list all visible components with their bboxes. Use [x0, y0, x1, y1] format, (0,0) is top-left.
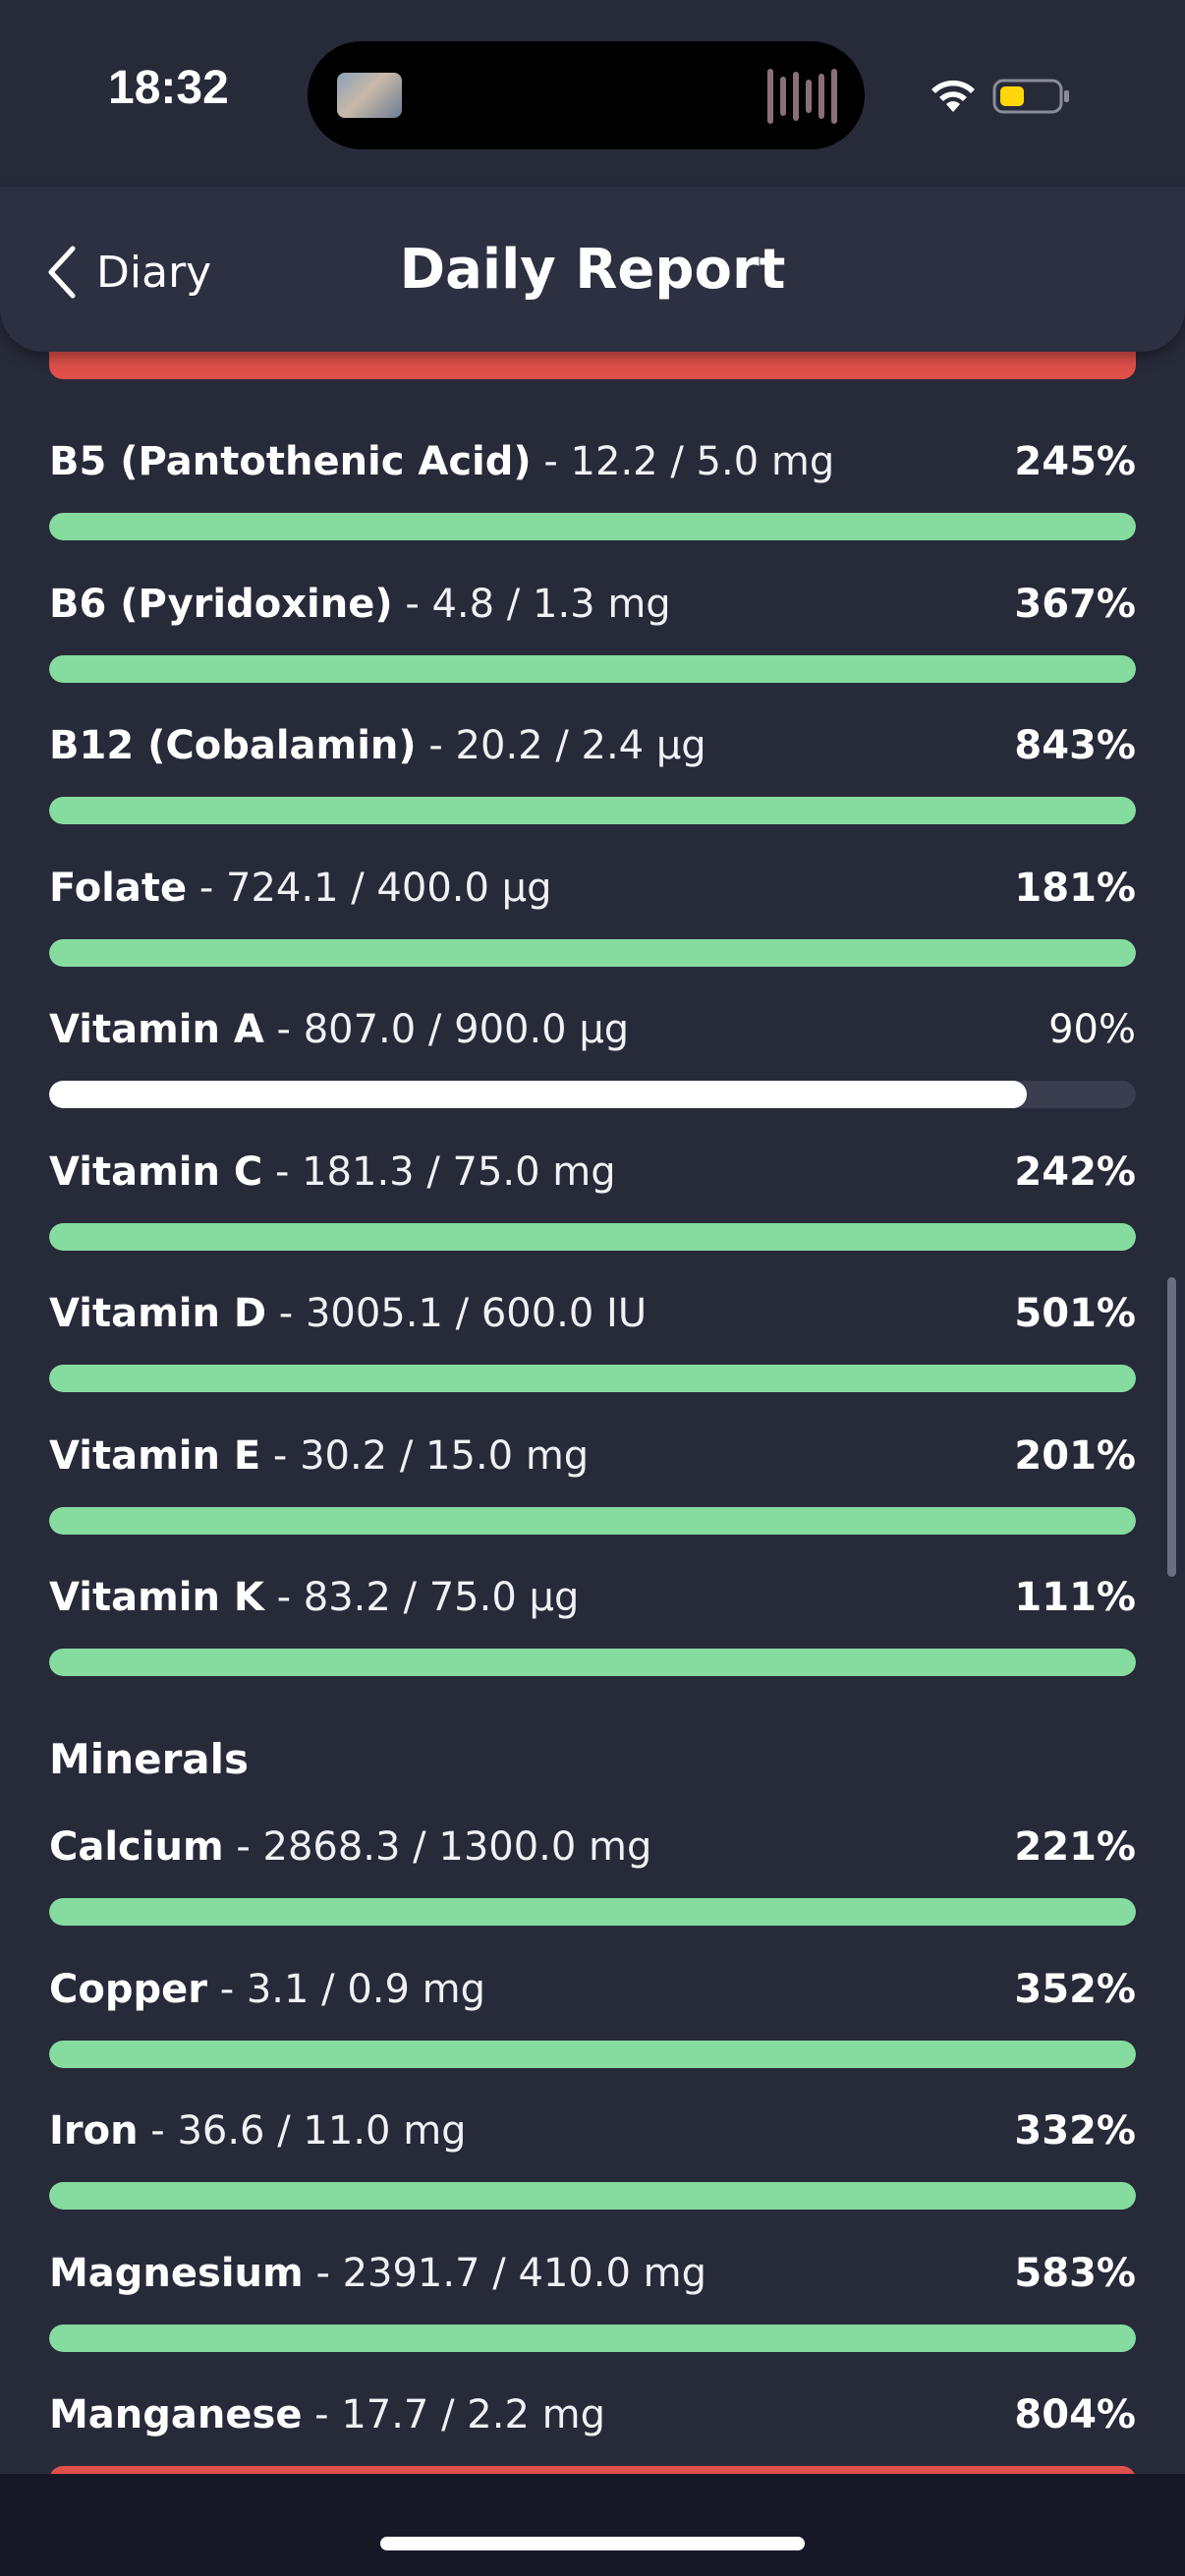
progress-track [49, 1649, 1136, 1676]
nutrient-amount: - 20.2 / 2.4 µg [428, 723, 706, 768]
nutrient-amount: - 12.2 / 5.0 mg [543, 439, 835, 484]
nutrient-percent: 242% [1014, 1149, 1136, 1195]
nutrient-row[interactable]: Vitamin A - 807.0 / 900.0 µg 90% [49, 1000, 1136, 1108]
progress-fill [49, 513, 1136, 540]
nutrient-name: B6 (Pyridoxine) [49, 582, 393, 627]
nutrient-name: B12 (Cobalamin) [49, 723, 417, 768]
progress-track [49, 1223, 1136, 1251]
nutrient-percent: 181% [1014, 866, 1136, 911]
nutrient-percent: 201% [1014, 1433, 1136, 1479]
nutrient-name: Iron [49, 2108, 139, 2154]
nutrient-row[interactable]: Folate - 724.1 / 400.0 µg 181% [49, 859, 1136, 967]
nutrient-name: Vitamin D [49, 1291, 267, 1336]
now-playing-thumbnail [337, 73, 402, 118]
progress-track [49, 2182, 1136, 2210]
nutrient-name: Vitamin K [49, 1575, 264, 1620]
nutrient-amount: - 30.2 / 15.0 mg [272, 1433, 590, 1479]
progress-track [49, 2324, 1136, 2352]
section-header-minerals: Minerals [49, 1735, 250, 1783]
status-bar: 18:32 [0, 0, 1185, 187]
nutrient-name: Magnesium [49, 2251, 304, 2296]
progress-fill [49, 655, 1136, 683]
progress-fill [49, 939, 1136, 967]
progress-track [49, 1081, 1136, 1108]
nutrient-amount: - 724.1 / 400.0 µg [198, 866, 552, 911]
nutrient-amount: - 181.3 / 75.0 mg [274, 1149, 616, 1195]
nutrient-amount: - 83.2 / 75.0 µg [276, 1575, 580, 1620]
nutrient-row[interactable]: B12 (Cobalamin) - 20.2 / 2.4 µg 843% [49, 716, 1136, 824]
audio-waveform-icon [767, 69, 837, 124]
nutrient-row[interactable]: Calcium - 2868.3 / 1300.0 mg 221% [49, 1818, 1136, 1926]
nutrient-amount: - 36.6 / 11.0 mg [150, 2108, 467, 2154]
progress-track [49, 2041, 1136, 2068]
nutrient-amount: - 4.8 / 1.3 mg [405, 582, 671, 627]
nutrient-amount: - 2868.3 / 1300.0 mg [236, 1824, 652, 1870]
nutrient-percent: 245% [1014, 439, 1136, 484]
progress-fill [49, 797, 1136, 824]
wifi-icon [931, 80, 975, 112]
progress-bar-partial [49, 352, 1136, 379]
progress-fill [49, 1081, 1028, 1108]
progress-fill [49, 1898, 1136, 1926]
home-indicator[interactable] [380, 2537, 805, 2550]
nutrient-row[interactable]: Magnesium - 2391.7 / 410.0 mg 583% [49, 2244, 1136, 2352]
nutrient-percent: 111% [1014, 1575, 1136, 1620]
progress-track [49, 655, 1136, 683]
navigation-bar: Diary Daily Report [0, 187, 1185, 352]
nutrient-percent: 583% [1014, 2251, 1136, 2296]
status-time: 18:32 [108, 62, 229, 114]
nutrient-percent: 221% [1014, 1824, 1136, 1870]
back-button[interactable]: Diary [45, 240, 211, 305]
nutrient-percent: 352% [1014, 1967, 1136, 2012]
nutrient-percent: 843% [1014, 723, 1136, 768]
nutrient-row[interactable]: B6 (Pyridoxine) - 4.8 / 1.3 mg 367% [49, 575, 1136, 683]
progress-fill [49, 2041, 1136, 2068]
nutrient-amount: - 17.7 / 2.2 mg [314, 2392, 605, 2437]
progress-track [49, 513, 1136, 540]
nutrient-percent: 501% [1014, 1291, 1136, 1336]
progress-fill [49, 1507, 1136, 1535]
progress-fill [49, 1223, 1136, 1251]
home-indicator-area [0, 2474, 1185, 2576]
nutrient-name: Copper [49, 1967, 207, 2012]
progress-fill [49, 2324, 1136, 2352]
nutrient-amount: - 3005.1 / 600.0 IU [278, 1291, 648, 1336]
progress-fill [49, 2182, 1136, 2210]
progress-fill [49, 1365, 1136, 1392]
nutrient-amount: - 3.1 / 0.9 mg [219, 1967, 486, 2012]
nutrient-row[interactable]: B5 (Pantothenic Acid) - 12.2 / 5.0 mg 24… [49, 432, 1136, 540]
battery-icon [992, 79, 1069, 114]
nutrient-row[interactable]: Iron - 36.6 / 11.0 mg 332% [49, 2101, 1136, 2210]
nutrient-percent: 332% [1014, 2108, 1136, 2154]
progress-track [49, 1898, 1136, 1926]
back-button-label: Diary [96, 247, 212, 298]
scroll-indicator[interactable] [1167, 1277, 1176, 1577]
progress-track [49, 1507, 1136, 1535]
nutrient-amount: - 807.0 / 900.0 µg [276, 1007, 630, 1052]
nutrient-percent: 367% [1014, 582, 1136, 627]
nutrient-row[interactable]: Vitamin K - 83.2 / 75.0 µg 111% [49, 1568, 1136, 1676]
nutrient-name: Vitamin A [49, 1007, 264, 1052]
page-title: Daily Report [399, 238, 786, 302]
progress-track [49, 797, 1136, 824]
dynamic-island[interactable] [308, 41, 865, 149]
nutrient-row[interactable]: Vitamin E - 30.2 / 15.0 mg 201% [49, 1427, 1136, 1535]
chevron-left-icon [48, 246, 76, 299]
nutrient-name: Calcium [49, 1824, 224, 1870]
nutrient-percent: 90% [1048, 1007, 1136, 1052]
progress-fill [49, 1649, 1136, 1676]
nutrient-amount: - 2391.7 / 410.0 mg [315, 2251, 707, 2296]
progress-track [49, 1365, 1136, 1392]
nutrient-row[interactable]: Copper - 3.1 / 0.9 mg 352% [49, 1960, 1136, 2068]
nutrient-name: B5 (Pantothenic Acid) [49, 439, 532, 484]
nutrient-row[interactable]: Vitamin C - 181.3 / 75.0 mg 242% [49, 1143, 1136, 1251]
nutrient-name: Vitamin C [49, 1149, 263, 1195]
nutrient-name: Vitamin E [49, 1433, 261, 1479]
nutrient-percent: 804% [1014, 2392, 1136, 2437]
nutrient-name: Folate [49, 866, 188, 911]
nutrient-name: Manganese [49, 2392, 303, 2437]
progress-track [49, 939, 1136, 967]
nutrient-row[interactable]: Vitamin D - 3005.1 / 600.0 IU 501% [49, 1284, 1136, 1392]
